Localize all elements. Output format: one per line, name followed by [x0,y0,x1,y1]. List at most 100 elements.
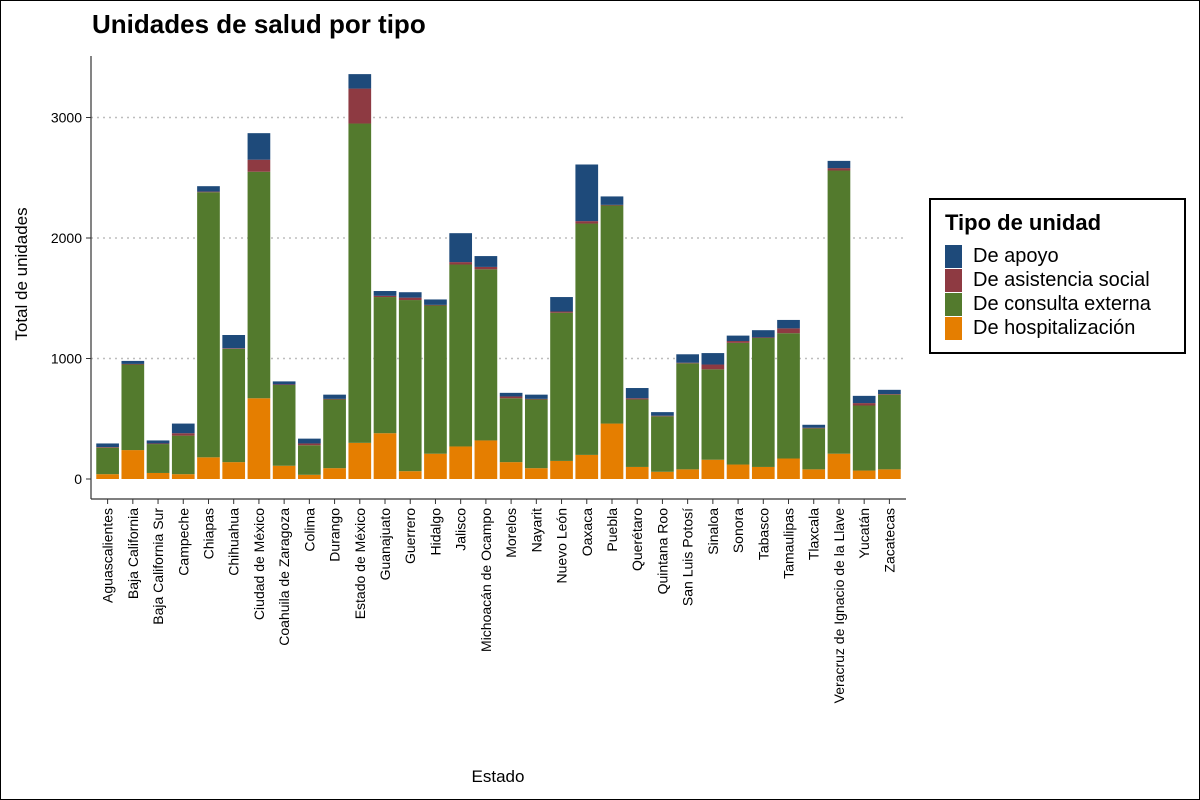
x-tick-label: Oaxaca [579,508,595,556]
bar-segment [777,319,800,329]
bar-segment [96,474,119,479]
bar-segment [424,305,447,454]
bar-segment [272,465,296,479]
bar-segment [171,435,195,475]
bar-segment [726,335,750,342]
bar-segment [373,291,397,296]
bar-segment [550,297,573,312]
bar-segment [171,423,195,434]
bar-segment [777,458,800,479]
bar-segment [197,192,220,458]
x-axis-title: Estado [472,767,525,786]
x-tick-label: Querétaro [629,508,645,571]
y-tick-label: 2000 [51,230,82,246]
bar-segment [398,292,422,298]
bar-segment [96,443,119,448]
bar-segment [751,466,775,479]
bar-segment [373,433,397,479]
bar-segment [121,450,145,479]
x-tick-label: Campeche [175,508,191,576]
bar-segment [625,388,649,399]
bar-segment [424,453,447,479]
y-tick-label: 1000 [51,351,82,367]
bar-segment [802,428,826,470]
x-tick-label: Nayarit [528,508,544,552]
bar-segment [600,423,624,479]
bar-segment [651,415,674,417]
bar-segment [701,369,725,460]
bar-segment [827,160,851,169]
bar-segment [878,394,901,395]
legend-item: De hospitalización [945,316,1184,340]
bar-segment [802,469,826,479]
bar-segment [852,470,876,479]
bar-segment [550,312,573,461]
bar-segment [751,330,775,338]
bar-segment [474,266,498,270]
legend: Tipo de unidad De apoyo De asistencia soc… [929,198,1186,354]
bar-segment [751,338,775,467]
legend-item: De asistencia social [945,268,1184,292]
bar-segment [524,394,548,399]
x-tick-label: Baja California Sur [150,508,166,625]
bar-segment [474,269,498,441]
bar-segment [524,468,548,479]
legend-swatch [945,316,962,340]
bar-segment [121,360,145,364]
x-tick-label: Hidalgo [427,508,443,556]
x-tick-label: Michoacán de Ocampo [478,508,494,652]
legend-item: De apoyo [945,244,1184,268]
bar-segment [121,363,145,365]
bar-segment [676,354,699,363]
bar-segment [146,444,170,473]
bar-segment [323,468,346,479]
bar-segment [524,398,548,400]
y-axis-title: Total de unidades [12,207,31,340]
y-tick-label: 3000 [51,110,82,126]
x-tick-label: Durango [327,508,343,562]
x-tick-label: Tabasco [755,508,771,560]
bar-segment [272,381,296,385]
bar-segment [676,362,699,364]
bar-segment [625,466,649,479]
x-tick-label: Quintana Roo [654,508,670,595]
bar-segment [701,364,725,370]
x-tick-label: Chihuahua [226,508,242,576]
bar-segment [247,398,271,479]
bar-segment [651,416,674,472]
legend-item: De consulta externa [945,292,1184,316]
legend-title: Tipo de unidad [945,210,1102,235]
bar-segment [777,333,800,459]
bar-segment [424,299,447,305]
bar-segment [298,445,321,475]
bar-segment [398,471,422,479]
bar-segment [348,442,372,479]
bar-segment [373,297,397,434]
bar-segment [197,457,220,479]
chart-title: Unidades de salud por tipo [92,9,426,39]
bar-segment [474,256,498,267]
x-tick-label: Yucatán [856,508,872,559]
x-tick-label: Coahuila de Zaragoza [276,508,292,646]
axes: 0 1000 2000 3000 Aguascalientes Baja Californ… [51,56,906,703]
y-tick-label: 0 [74,471,82,487]
x-tick-label: Guerrero [402,508,418,564]
legend-label: De hospitalización [973,316,1136,339]
bar-segment [625,399,649,467]
bar-segment [323,394,346,399]
bar-segment [827,170,851,454]
bar-segment [499,398,523,463]
x-tick-label: Morelos [503,508,519,558]
bar-segment [550,460,573,479]
legend-items: De apoyo De asistencia social De consulta … [945,244,1184,340]
x-tick-label: Baja California [125,508,141,599]
bar-segment [272,384,296,386]
bar-segment [651,412,674,416]
bar-segment [676,469,699,479]
x-tick-label: Aguascalientes [100,508,116,603]
bar-segment [751,337,775,339]
bar-segment [878,469,901,479]
bar-segment [197,186,220,192]
